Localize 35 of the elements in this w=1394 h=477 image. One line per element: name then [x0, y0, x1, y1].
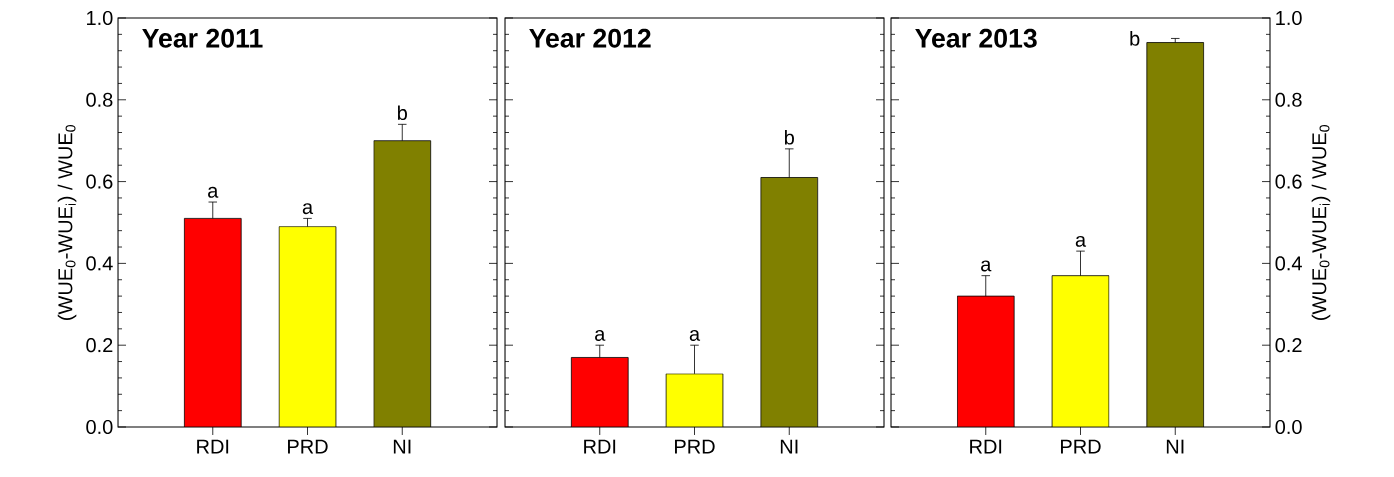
annotation: b: [398, 105, 407, 121]
x-tick-label: NI: [393, 439, 411, 454]
annotation: a: [981, 260, 992, 272]
y-tick-label: 1.0: [87, 10, 113, 26]
y-tick-label: 1.0: [1276, 10, 1302, 26]
x-tick-label: RDI: [584, 439, 616, 454]
annotation: a: [208, 186, 219, 198]
annotation: b: [784, 129, 794, 145]
y-tick-label: 0.0: [86, 419, 113, 435]
x-tick-label: RDI: [197, 439, 229, 454]
y-tick-label: 0.4: [86, 256, 113, 271]
x-tick-label: NI: [1166, 439, 1184, 454]
x-tick-label: PRD: [675, 439, 715, 454]
y-tick-label: 0.2: [86, 338, 113, 353]
y-tick-label: 0.4: [1275, 256, 1302, 271]
annotation: b: [1130, 31, 1140, 46]
y-tick-label: 0.2: [1275, 338, 1302, 353]
x-tick-label: NI: [780, 439, 798, 454]
x-tick-label: PRD: [288, 439, 328, 454]
annotation: a: [689, 329, 701, 341]
y-tick-label: 0.8: [86, 92, 113, 107]
y-tick-label: 0.6: [86, 174, 113, 189]
y-tick-label: 0.6: [1275, 174, 1302, 189]
y-tick-label: 0.8: [1275, 92, 1302, 107]
annotation: a: [1075, 235, 1087, 247]
x-tick-label: PRD: [1061, 439, 1101, 454]
x-tick-label: RDI: [970, 439, 1002, 454]
annotation: a: [595, 329, 606, 341]
chart-title: Year 2012: [529, 28, 651, 48]
chart-title: Year 2011: [142, 28, 263, 48]
chart-title: Year 2013: [915, 28, 1037, 48]
y-axis-title: (WUE$_{0}$-WUE$_{i}$) / WUE$_{0}$: [1311, 125, 1331, 320]
y-tick-label: 0.0: [1275, 419, 1302, 435]
annotation: a: [302, 203, 314, 215]
y-axis-title: (WUE$_{0}$-WUE$_{i}$) / WUE$_{0}$: [57, 125, 77, 320]
